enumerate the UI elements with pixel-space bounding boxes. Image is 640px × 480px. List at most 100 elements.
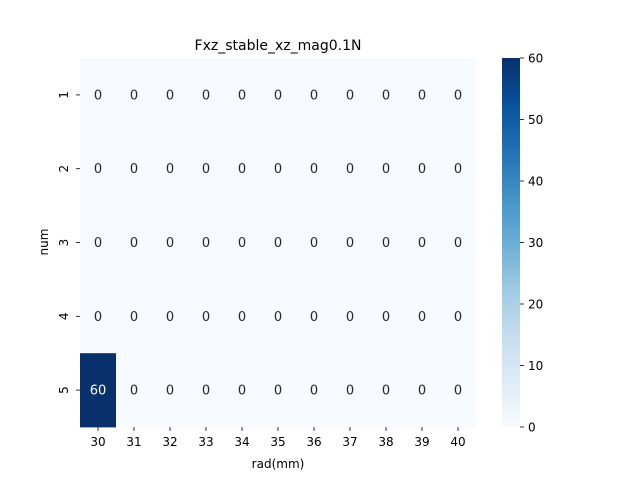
heatmap-cell <box>188 131 225 206</box>
cell-value-label: 0 <box>130 384 138 399</box>
heatmap-cell <box>188 205 225 280</box>
cell-value-label: 0 <box>454 310 462 325</box>
heatmap-cell <box>80 131 117 206</box>
cell-value-label: 0 <box>130 162 138 177</box>
heatmap-cell <box>440 58 477 133</box>
cell-value-label: 0 <box>238 236 246 251</box>
heatmap-cell <box>80 353 117 428</box>
cell-value-label: 0 <box>454 162 462 177</box>
cell-value-label: 0 <box>274 236 282 251</box>
y-tick-label: 1 <box>57 91 71 99</box>
cell-value-label: 0 <box>346 162 354 177</box>
heatmap-cell <box>332 279 369 354</box>
cell-value-label: 0 <box>418 310 426 325</box>
heatmap-cell <box>152 131 189 206</box>
heatmap-cell <box>116 58 153 133</box>
heatmap-cell <box>404 353 441 428</box>
cell-value-label: 0 <box>274 310 282 325</box>
cell-value-label: 0 <box>202 236 210 251</box>
cell-value-label: 0 <box>130 310 138 325</box>
colorbar-tick-label: 30 <box>528 236 543 250</box>
heatmap-cell <box>332 58 369 133</box>
heatmap-cell <box>260 205 297 280</box>
heatmap-cell <box>116 279 153 354</box>
heatmap-cell <box>80 279 117 354</box>
cell-value-label: 0 <box>166 162 174 177</box>
heatmap-cell <box>368 58 405 133</box>
heatmap-cell <box>116 353 153 428</box>
cell-value-label: 0 <box>310 88 318 103</box>
heatmap-cell <box>368 131 405 206</box>
cell-value-label: 0 <box>94 88 102 103</box>
heatmap-cell <box>224 353 261 428</box>
cell-value-label: 0 <box>130 88 138 103</box>
heatmap-cell <box>296 205 333 280</box>
cell-value-label: 0 <box>310 384 318 399</box>
cell-value-label: 0 <box>274 162 282 177</box>
heatmap-cell <box>332 131 369 206</box>
heatmap-cell <box>260 353 297 428</box>
cell-value-label: 0 <box>94 236 102 251</box>
x-tick-label: 38 <box>378 435 393 449</box>
heatmap-cell <box>440 205 477 280</box>
heatmap-cell <box>440 131 477 206</box>
cell-value-label: 0 <box>382 162 390 177</box>
x-tick-label: 36 <box>306 435 321 449</box>
heatmap-cell <box>404 131 441 206</box>
y-tick-label: 2 <box>57 165 71 173</box>
heatmap-cell <box>260 58 297 133</box>
heatmap-cell <box>332 353 369 428</box>
cell-value-label: 0 <box>238 88 246 103</box>
x-tick-label: 40 <box>450 435 465 449</box>
cell-value-label: 0 <box>418 384 426 399</box>
heatmap-cell <box>152 58 189 133</box>
cell-value-label: 0 <box>382 88 390 103</box>
x-tick-label: 35 <box>270 435 285 449</box>
heatmap-cell <box>116 205 153 280</box>
cell-value-label: 0 <box>310 310 318 325</box>
colorbar-tick-label: 0 <box>528 421 536 435</box>
heatmap-cell <box>260 131 297 206</box>
cell-value-label: 0 <box>130 236 138 251</box>
chart-title: Fxz_stable_xz_mag0.1N <box>195 38 362 54</box>
cell-value-label: 0 <box>310 236 318 251</box>
cell-value-label: 0 <box>310 162 318 177</box>
heatmap-cell <box>368 353 405 428</box>
x-tick-label: 34 <box>234 435 249 449</box>
colorbar-ticks: 0 10 20 30 40 50 60 <box>520 52 543 435</box>
heatmap-cell <box>80 205 117 280</box>
heatmap-cell <box>260 279 297 354</box>
colorbar-tick-label: 60 <box>528 52 543 66</box>
heatmap-cell <box>188 353 225 428</box>
cell-value-label: 0 <box>202 384 210 399</box>
heatmap-cell <box>368 279 405 354</box>
heatmap-cell <box>368 205 405 280</box>
heatmap-cell <box>152 205 189 280</box>
heatmap-cell <box>296 58 333 133</box>
y-tick-label: 4 <box>57 312 71 320</box>
y-axis: 1 2 3 4 5 <box>57 91 80 394</box>
cell-value-label: 0 <box>346 236 354 251</box>
cell-value-label: 0 <box>382 384 390 399</box>
x-tick-label: 30 <box>90 435 105 449</box>
heatmap-cell <box>440 353 477 428</box>
cell-value-label: 0 <box>166 384 174 399</box>
cell-value-label: 0 <box>454 88 462 103</box>
colorbar <box>502 58 520 427</box>
heatmap-cell <box>224 205 261 280</box>
cell-value-label: 0 <box>346 88 354 103</box>
heatmap-cell <box>152 279 189 354</box>
cell-value-label: 0 <box>454 384 462 399</box>
cell-value-labels: 0 0 0 0 0 0 0 0 0 0 0 0 0 0 0 0 0 0 0 0 0 0 0 0 0 0 0 0 0 0 0 0 0 0 0 0 0 0 0 0… <box>90 88 462 398</box>
cell-value-label: 0 <box>346 310 354 325</box>
x-tick-label: 39 <box>414 435 429 449</box>
colorbar-tick-label: 50 <box>528 113 543 127</box>
cell-value-label: 0 <box>94 310 102 325</box>
cell-value-label: 0 <box>274 384 282 399</box>
cell-value-label: 0 <box>238 310 246 325</box>
heatmap-cell <box>80 58 117 133</box>
cell-value-label: 0 <box>166 236 174 251</box>
cell-value-label: 0 <box>238 162 246 177</box>
heatmap-cells <box>80 58 477 428</box>
